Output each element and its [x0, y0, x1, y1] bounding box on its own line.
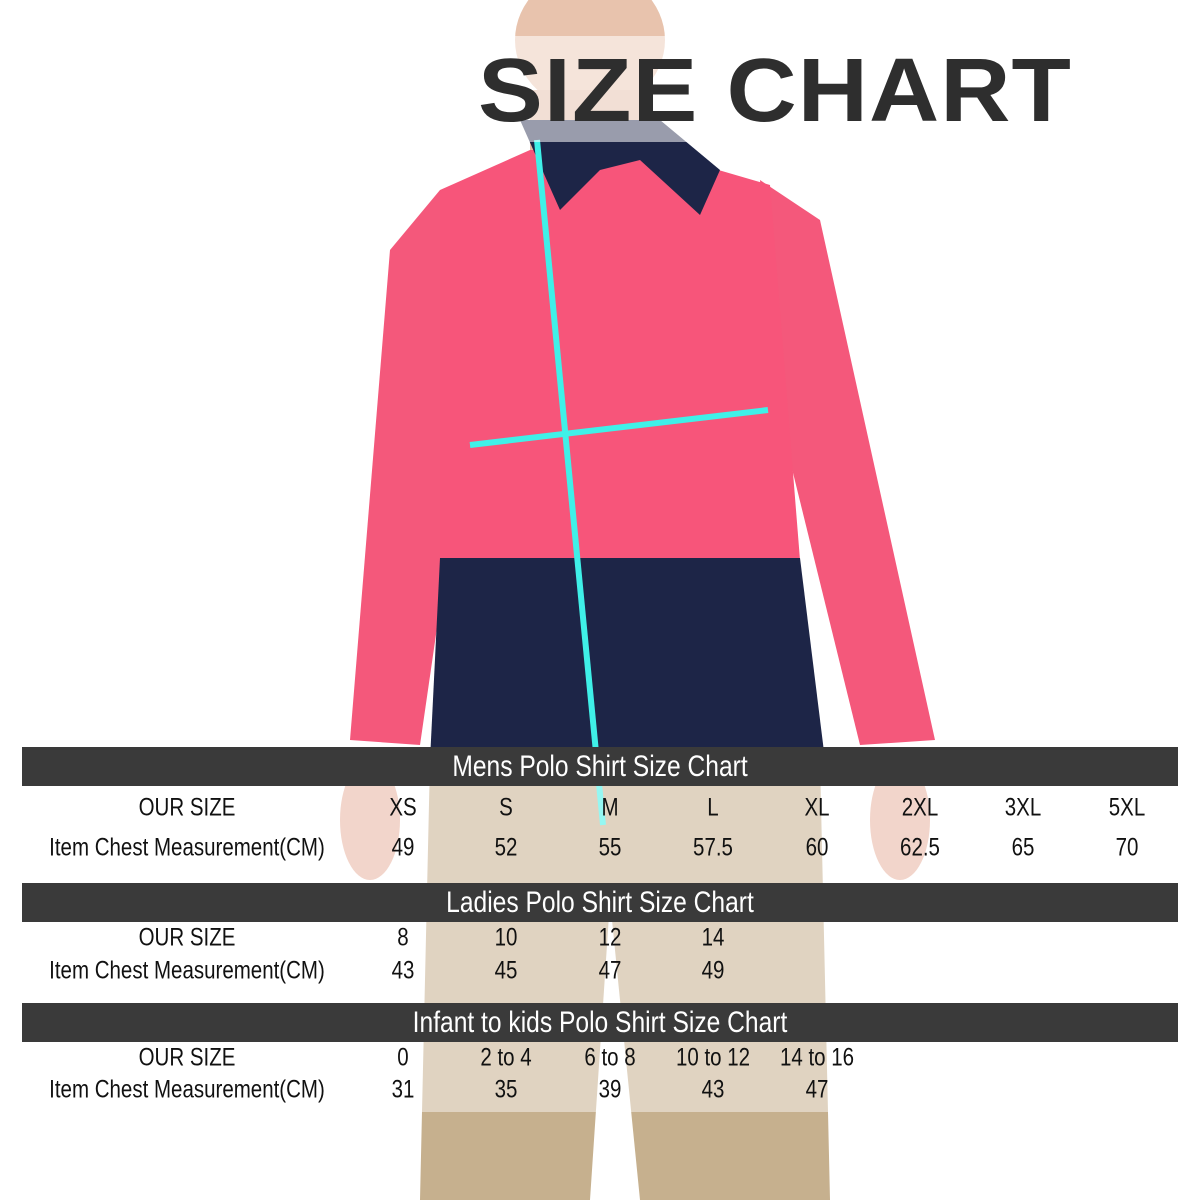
chest-cell: 57.5 [693, 833, 733, 862]
table-heading: Infant to kids Polo Shirt Size Chart [412, 1005, 788, 1039]
right-sleeve [760, 180, 935, 745]
chest-row-label: Item Chest Measurement(CM) [49, 956, 325, 985]
size-cell: S [499, 793, 513, 822]
title-backdrop [462, 36, 1072, 142]
collar [520, 120, 720, 215]
size-cell: 14 to 16 [779, 1043, 855, 1072]
table-heading-bar: Infant to kids Polo Shirt Size Chart [22, 1003, 1178, 1042]
chest-cell: 55 [598, 833, 622, 862]
chest-cell: 47 [805, 1075, 829, 1104]
size-cell: L [707, 793, 719, 822]
table-heading-bar: Mens Polo Shirt Size Chart [22, 747, 1178, 786]
table-heading-bar: Ladies Polo Shirt Size Chart [22, 883, 1178, 922]
size-cell: 3XL [1004, 793, 1042, 822]
left-hand [340, 760, 400, 880]
table-backdrop [0, 786, 1200, 1112]
shirt-navy-band [430, 558, 825, 760]
size-cell: 10 [494, 923, 518, 952]
chest-cell: 45 [494, 956, 518, 985]
size-cell: 8 [397, 923, 409, 952]
size-row-label: OUR SIZE [138, 1043, 236, 1072]
chest-cell: 35 [494, 1075, 518, 1104]
size-cell: 14 [701, 923, 725, 952]
size-cell: XS [389, 793, 417, 822]
right-hand [870, 760, 930, 880]
size-cell: 2XL [901, 793, 939, 822]
size-row-label: OUR SIZE [138, 793, 236, 822]
size-cell: XL [804, 793, 830, 822]
chest-cell: 43 [391, 956, 415, 985]
chest-row-label: Item Chest Measurement(CM) [49, 1075, 325, 1104]
length-measure-line [534, 139, 606, 826]
size-cell: 2 to 4 [480, 1043, 532, 1072]
chest-cell: 47 [598, 956, 622, 985]
size-cell: 10 to 12 [675, 1043, 751, 1072]
chest-row-label: Item Chest Measurement(CM) [49, 833, 325, 862]
table-heading: Mens Polo Shirt Size Chart [452, 749, 748, 783]
chest-cell: 52 [494, 833, 518, 862]
chest-measure-line [469, 407, 769, 448]
page-title: SIZE CHART [478, 41, 1072, 141]
chest-cell: 49 [391, 833, 415, 862]
size-cell: 0 [397, 1043, 409, 1072]
chest-cell: 31 [391, 1075, 415, 1104]
size-row-label: OUR SIZE [138, 923, 236, 952]
chest-cell: 70 [1115, 833, 1139, 862]
size-cell: 6 to 8 [584, 1043, 636, 1072]
chest-cell: 60 [805, 833, 829, 862]
size-cell: 12 [598, 923, 622, 952]
chest-cell: 43 [701, 1075, 725, 1104]
pants [420, 760, 830, 1200]
chest-cell: 49 [701, 956, 725, 985]
chest-cell: 62.5 [900, 833, 940, 862]
chest-cell: 65 [1011, 833, 1035, 862]
chest-cell: 39 [598, 1075, 622, 1104]
shirt-body [440, 150, 800, 560]
table-heading: Ladies Polo Shirt Size Chart [446, 885, 754, 919]
size-cell: M [601, 793, 619, 822]
size-cell: 5XL [1108, 793, 1146, 822]
